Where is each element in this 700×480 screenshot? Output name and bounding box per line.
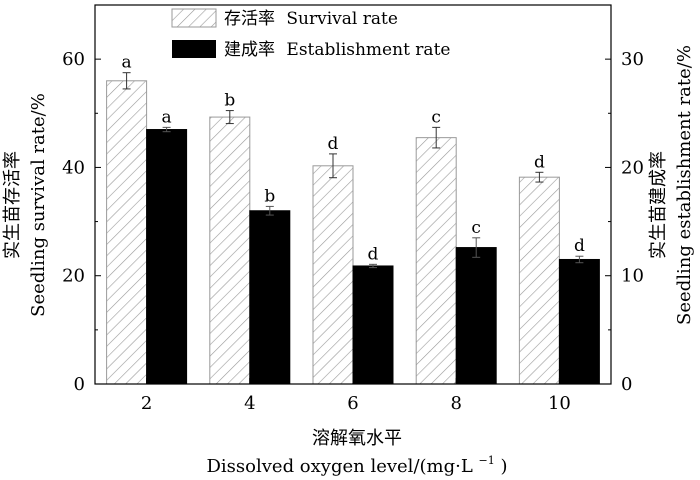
left-tick-label: 20 [62,266,85,287]
bar-survival [415,137,457,385]
significance-letter: b [264,186,275,206]
x-tick-label: 10 [548,393,571,414]
significance-letter: c [471,218,481,238]
bar-establishment [455,247,497,385]
bar-establishment [249,210,291,385]
bar-survival [312,165,354,385]
legend-label-establishment-en: Establishment rate [286,40,450,60]
bar-survival [106,80,148,385]
significance-letter: d [574,236,585,256]
bar-establishment [146,129,188,385]
left-tick-label: 40 [62,157,85,178]
legend-swatch-survival [171,8,217,28]
significance-letter: c [431,107,441,127]
legend-label-survival-en: Survival rate [286,9,398,29]
legend-label-establishment-cn: 建成率 [224,40,275,60]
significance-letter: a [122,53,132,73]
significance-letter: a [162,107,172,127]
legend-label-survival: 存活率 Survival rate [224,9,398,29]
significance-letter: d [368,244,379,264]
axes-layer: 2 4 6 8 10 0 20 40 60 0 10 20 30 [62,4,644,414]
right-tick-label: 30 [621,49,644,70]
bars-layer: a a b b d d c c d d [106,53,600,385]
x-tick-label: 2 [141,393,152,414]
right-tick-label: 20 [621,157,644,178]
left-axis-label-cn: 实生苗存活率 [2,151,23,259]
right-tick-label: 0 [621,374,632,395]
left-tick-label: 60 [62,49,85,70]
x-axis-label-cn: 溶解氧水平 [312,428,402,449]
left-axis-label-en: Seedling survival rate/% [28,93,49,317]
bar-establishment [352,265,394,385]
significance-letter: d [534,152,545,172]
legend-swatch-establishment [172,40,216,58]
legend: 存活率 Survival rate 建成率 Establishment rate [171,8,450,60]
plot-frame [94,4,612,385]
significance-letter: d [328,134,339,154]
bar-survival [209,116,251,385]
right-axis-label-en: Seedling establishment rate/% [674,45,695,325]
bar-establishment [558,258,600,385]
right-axis-label-cn: 实生苗建成率 [648,151,669,259]
x-tick-label: 4 [244,393,255,414]
x-axis-label-en-main: Dissolved oxygen level/(mg·L [206,456,472,477]
legend-label-survival-cn: 存活率 [224,9,275,29]
x-tick-label: 6 [347,393,358,414]
bar-survival [518,176,560,385]
x-axis-label-en: Dissolved oxygen level/(mg·L −1 ) [206,448,507,477]
x-axis-label-en-close: ) [500,456,507,477]
legend-label-establishment: 建成率 Establishment rate [224,40,450,60]
right-tick-label: 10 [621,266,644,287]
significance-letter: b [224,91,235,111]
left-tick-label: 0 [74,374,85,395]
x-axis-label-en-sup: −1 [479,454,495,467]
x-tick-label: 8 [450,393,461,414]
